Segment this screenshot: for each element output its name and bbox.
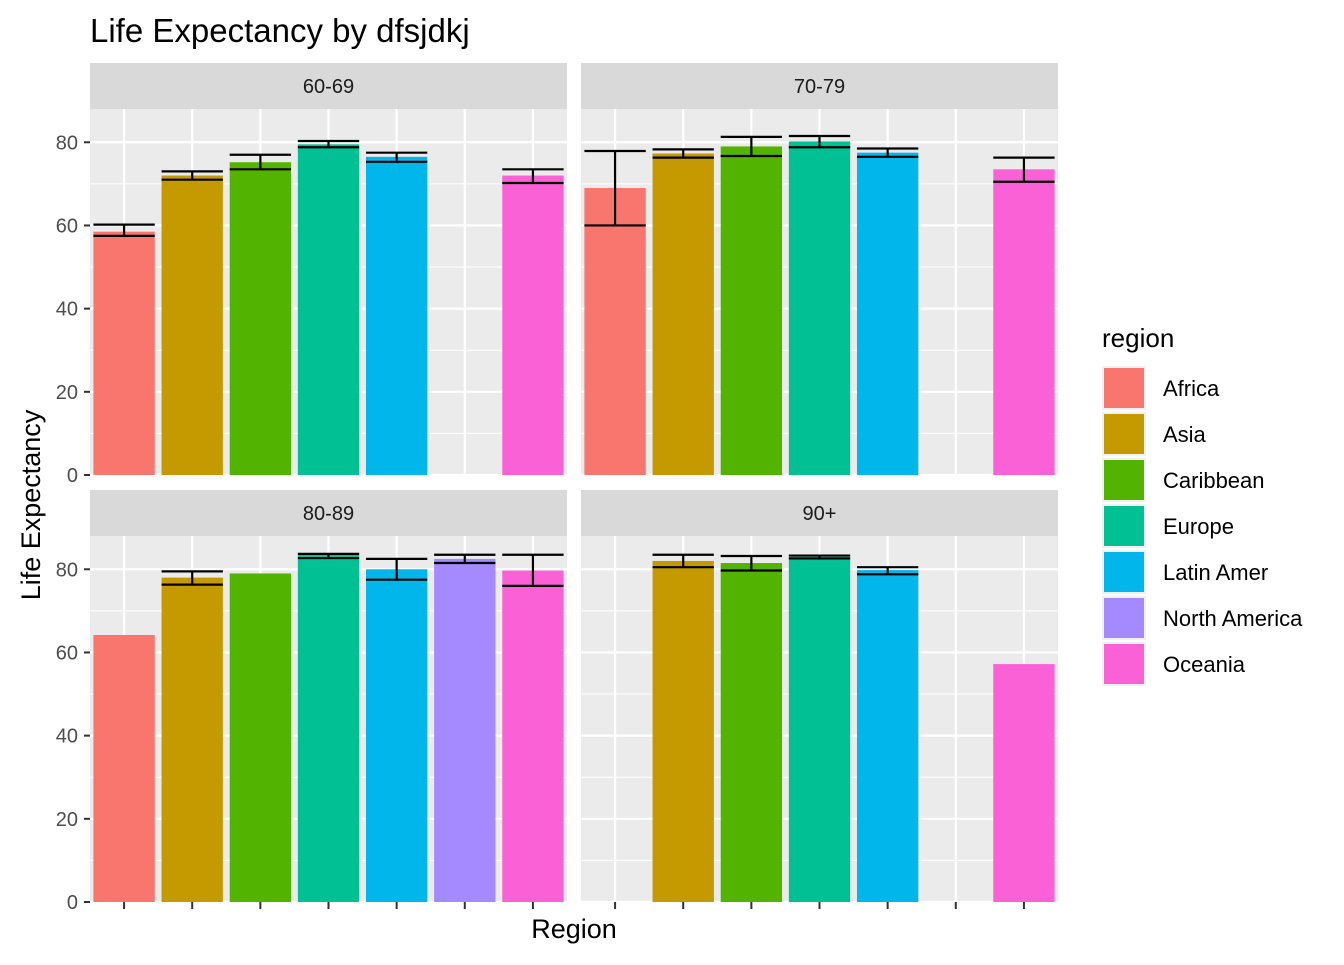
- error-bar-europe: [297, 552, 360, 560]
- legend-label: Europe: [1163, 514, 1234, 539]
- error-bar-north-america: [434, 553, 496, 565]
- bar-caribbean: [229, 162, 292, 475]
- facet-strip-label: 60-69: [303, 76, 354, 98]
- facet-panel-90+: 90+: [581, 490, 1058, 909]
- bar-europe: [297, 554, 360, 902]
- error-bar-caribbean: [720, 135, 783, 158]
- facet-strip: [581, 63, 1058, 109]
- facet-strip-label: 80-89: [303, 503, 354, 525]
- y-tick-label: 60: [56, 642, 78, 664]
- legend-title: region: [1102, 323, 1174, 353]
- bar-europe: [297, 144, 360, 475]
- bar-oceania: [993, 169, 1055, 475]
- bar-oceania: [993, 664, 1055, 902]
- error-bar-europe: [788, 554, 851, 560]
- legend-label: Latin Amer: [1163, 560, 1268, 585]
- bar-caribbean: [229, 573, 292, 902]
- bar-caribbean: [720, 563, 783, 902]
- bar-africa: [584, 188, 646, 476]
- bar-latin-amer: [365, 156, 428, 476]
- x-axis-title: Region: [531, 914, 617, 944]
- bar-latin-amer: [365, 569, 428, 902]
- legend-label: North America: [1163, 606, 1303, 631]
- legend-label: Oceania: [1163, 652, 1246, 677]
- error-bar-latin-amer: [856, 147, 919, 158]
- legend-swatch-north-america: [1104, 598, 1144, 638]
- legend-swatch-africa: [1104, 368, 1144, 408]
- facet-strip-label: 90+: [803, 503, 837, 525]
- facet-panel-80-89: 80-89 0 20 40 60 80: [56, 490, 567, 914]
- error-bar-oceania: [993, 156, 1055, 183]
- y-tick-label: 60: [56, 215, 78, 237]
- error-bar-europe: [788, 134, 851, 149]
- error-bar-asia: [652, 148, 714, 159]
- bar-europe: [788, 141, 851, 475]
- error-bar-asia: [161, 570, 223, 586]
- bar-asia: [652, 560, 714, 902]
- bar-oceania: [502, 570, 564, 902]
- bar-europe: [788, 556, 851, 902]
- error-bar-oceania: [502, 553, 564, 588]
- facet-panel-70-79: 70-79: [581, 63, 1058, 477]
- facet-strip-label: 70-79: [794, 76, 845, 98]
- error-bar-caribbean: [229, 153, 292, 171]
- bar-latin-amer: [856, 152, 919, 475]
- error-bar-asia: [652, 553, 714, 569]
- facet-strip: [90, 490, 567, 536]
- facet-panel-60-69: 60-69 0 20 40 60 80: [56, 63, 567, 487]
- legend-label: Asia: [1163, 422, 1207, 447]
- y-axis-title: Life Expectancy: [16, 409, 46, 600]
- error-bar-africa: [93, 223, 155, 237]
- chart-title: Life Expectancy by dfsjdkj: [90, 12, 470, 49]
- y-tick-label: 80: [56, 132, 78, 154]
- y-tick-label: 40: [56, 299, 78, 321]
- facet-strip: [581, 490, 1058, 536]
- legend-swatch-oceania: [1104, 644, 1144, 684]
- error-bar-latin-amer: [365, 151, 428, 163]
- legend-swatch-caribbean: [1104, 460, 1144, 500]
- error-bar-oceania: [502, 168, 564, 185]
- legend-label: Caribbean: [1163, 468, 1265, 493]
- bar-africa: [93, 634, 155, 902]
- bar-asia: [161, 577, 223, 902]
- bar-asia: [161, 175, 223, 475]
- y-tick-label: 0: [67, 892, 78, 914]
- legend: region Africa Asia Caribbean Europe Latin Am…: [1102, 323, 1303, 686]
- legend-label: Africa: [1163, 376, 1220, 401]
- bar-caribbean: [720, 146, 783, 475]
- bar-latin-amer: [856, 570, 919, 902]
- bar-africa: [93, 231, 155, 475]
- legend-swatch-asia: [1104, 414, 1144, 454]
- y-tick-label: 0: [67, 465, 78, 487]
- error-bar-asia: [161, 170, 223, 181]
- legend-swatch-latin-amer: [1104, 552, 1144, 592]
- error-bar-latin-amer: [856, 566, 919, 576]
- facet-strip: [90, 63, 567, 109]
- bar-oceania: [502, 175, 564, 475]
- error-bar-europe: [297, 139, 360, 149]
- y-tick-label: 80: [56, 559, 78, 581]
- bar-asia: [652, 153, 714, 476]
- error-bar-caribbean: [720, 554, 783, 572]
- y-tick-label: 20: [56, 382, 78, 404]
- y-tick-label: 40: [56, 726, 78, 748]
- legend-swatch-europe: [1104, 506, 1144, 546]
- error-bar-latin-amer: [365, 557, 428, 581]
- facet-panels: 60-69 0 20 40 60 80 70-79 80-89 0 20 40 60 80 90+: [56, 63, 1058, 914]
- error-bar-africa: [584, 149, 646, 227]
- y-tick-label: 20: [56, 809, 78, 831]
- bar-north-america: [434, 558, 496, 902]
